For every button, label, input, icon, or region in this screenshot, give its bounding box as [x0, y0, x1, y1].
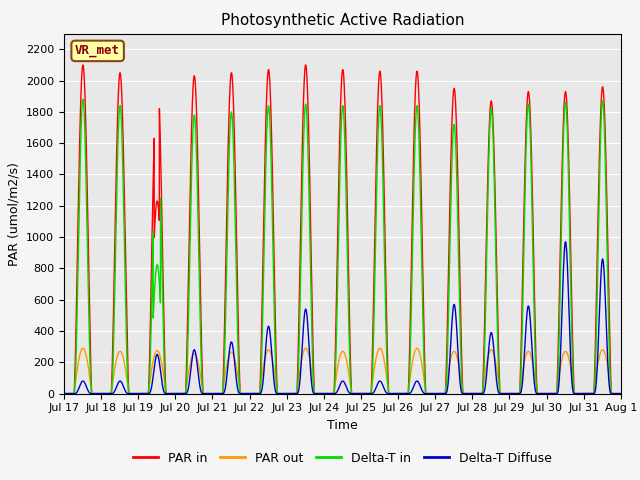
Delta-T in: [467, 391, 475, 396]
Line: PAR out: PAR out: [64, 348, 621, 394]
Delta-T Diffuse: [499, 391, 506, 396]
PAR out: [60, 391, 68, 396]
PAR in: [617, 391, 625, 396]
Delta-T Diffuse: [617, 391, 625, 396]
Delta-T in: [60, 391, 68, 396]
PAR out: [499, 391, 507, 396]
Delta-T Diffuse: [562, 239, 570, 245]
Delta-T in: [161, 360, 168, 365]
Delta-T in: [436, 391, 444, 396]
PAR in: [436, 391, 444, 396]
Delta-T Diffuse: [322, 391, 330, 396]
Legend: PAR in, PAR out, Delta-T in, Delta-T Diffuse: PAR in, PAR out, Delta-T in, Delta-T Dif…: [129, 447, 556, 469]
PAR out: [617, 391, 625, 396]
Y-axis label: PAR (umol/m2/s): PAR (umol/m2/s): [8, 162, 20, 265]
Delta-T in: [499, 391, 507, 396]
PAR out: [322, 391, 330, 396]
Line: PAR in: PAR in: [64, 65, 621, 394]
PAR in: [499, 391, 507, 396]
Delta-T Diffuse: [467, 391, 475, 396]
PAR in: [616, 391, 624, 396]
Delta-T Diffuse: [616, 391, 624, 396]
PAR out: [467, 391, 475, 396]
PAR in: [79, 62, 87, 68]
Delta-T in: [617, 391, 625, 396]
PAR out: [79, 345, 87, 351]
PAR out: [616, 391, 624, 396]
Delta-T in: [79, 96, 87, 102]
Delta-T Diffuse: [160, 389, 168, 395]
PAR in: [60, 391, 68, 396]
Delta-T in: [616, 391, 624, 396]
Delta-T in: [322, 391, 330, 396]
Title: Photosynthetic Active Radiation: Photosynthetic Active Radiation: [221, 13, 464, 28]
Line: Delta-T Diffuse: Delta-T Diffuse: [64, 242, 621, 394]
Delta-T Diffuse: [436, 391, 444, 396]
X-axis label: Time: Time: [327, 419, 358, 432]
PAR in: [161, 330, 168, 336]
PAR out: [436, 391, 444, 396]
PAR out: [161, 376, 168, 382]
PAR in: [322, 391, 330, 396]
Text: VR_met: VR_met: [75, 44, 120, 58]
Line: Delta-T in: Delta-T in: [64, 99, 621, 394]
PAR in: [467, 391, 475, 396]
Delta-T Diffuse: [60, 391, 68, 396]
